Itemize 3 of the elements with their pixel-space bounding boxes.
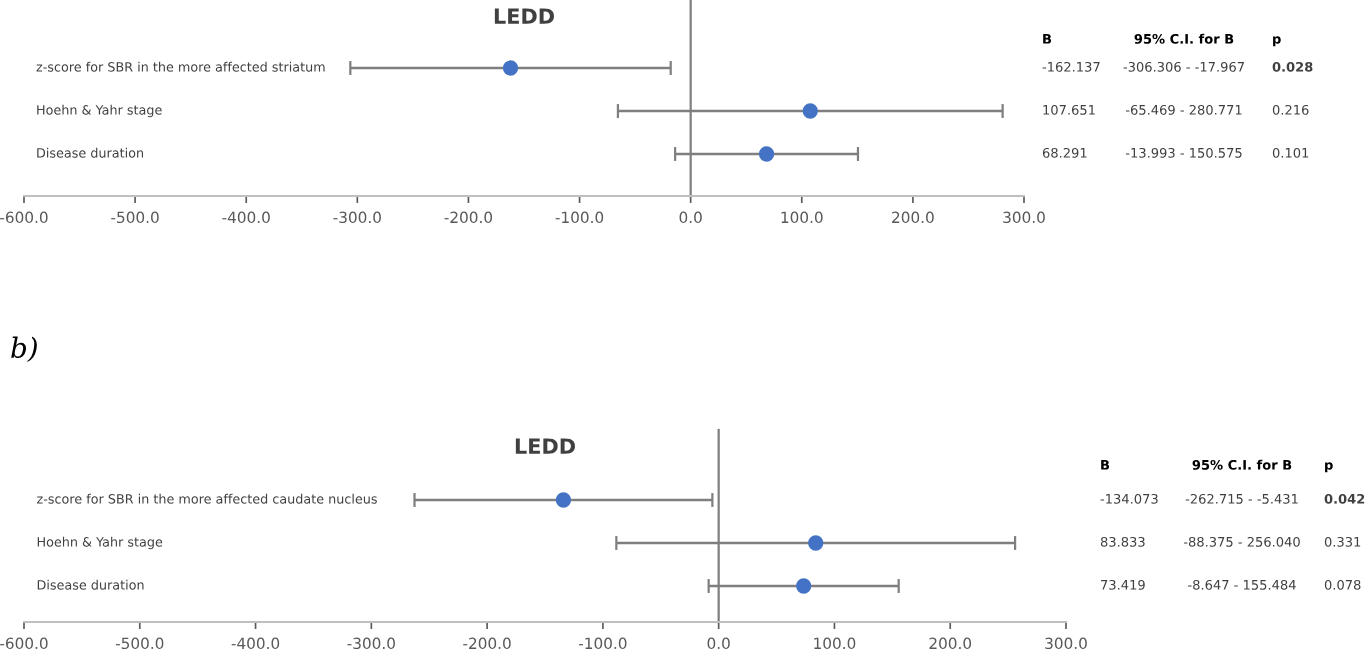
chart-title: LEDD (494, 8, 554, 24)
chart-title: LEDD (515, 438, 575, 454)
text: b) (11, 336, 37, 362)
